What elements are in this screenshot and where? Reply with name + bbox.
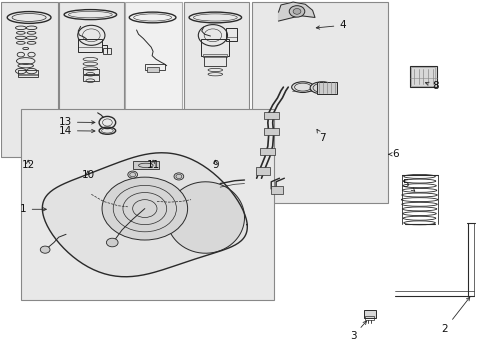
Bar [201, 39, 228, 56]
Bar [365, 316, 373, 320]
Bar [225, 28, 236, 41]
Bar [132, 161, 159, 169]
Text: 10: 10 [81, 170, 94, 180]
Text: 2: 2 [441, 297, 469, 334]
Text: 6: 6 [388, 149, 398, 159]
Bar [317, 82, 336, 94]
Circle shape [106, 238, 118, 247]
Bar [145, 64, 164, 70]
Bar [147, 67, 159, 72]
Circle shape [127, 171, 137, 178]
Bar [251, 2, 387, 203]
Bar [59, 2, 123, 167]
Bar [202, 54, 226, 57]
Bar [19, 70, 38, 77]
Bar [409, 66, 436, 87]
Polygon shape [166, 182, 244, 253]
Bar [82, 69, 99, 74]
Circle shape [292, 9, 300, 14]
Text: 12: 12 [21, 159, 35, 170]
Text: 9: 9 [212, 159, 218, 170]
Circle shape [40, 246, 50, 253]
Circle shape [174, 173, 183, 180]
Bar [264, 128, 278, 135]
Polygon shape [42, 153, 247, 277]
Ellipse shape [291, 82, 313, 93]
Bar [183, 2, 249, 157]
Bar [82, 75, 99, 81]
Bar [102, 48, 111, 54]
Bar [1, 2, 58, 157]
Text: 5: 5 [402, 179, 414, 191]
Bar [271, 186, 283, 194]
Circle shape [102, 177, 187, 240]
Text: 13: 13 [59, 117, 95, 127]
Polygon shape [278, 2, 314, 21]
Text: 8: 8 [425, 81, 438, 91]
Text: 4: 4 [316, 20, 345, 30]
Bar [78, 39, 102, 52]
Text: 1: 1 [20, 204, 46, 214]
Bar [203, 57, 225, 66]
Bar [125, 2, 182, 157]
Bar [260, 148, 274, 155]
Text: 7: 7 [316, 129, 325, 143]
Bar [255, 167, 270, 175]
Ellipse shape [309, 82, 334, 94]
Text: 3: 3 [349, 321, 366, 342]
Bar [363, 310, 375, 318]
Bar [21, 109, 273, 300]
Bar [264, 112, 278, 119]
Text: 11: 11 [146, 159, 160, 170]
Text: 14: 14 [59, 126, 95, 136]
Circle shape [288, 6, 304, 17]
Bar [410, 67, 434, 86]
